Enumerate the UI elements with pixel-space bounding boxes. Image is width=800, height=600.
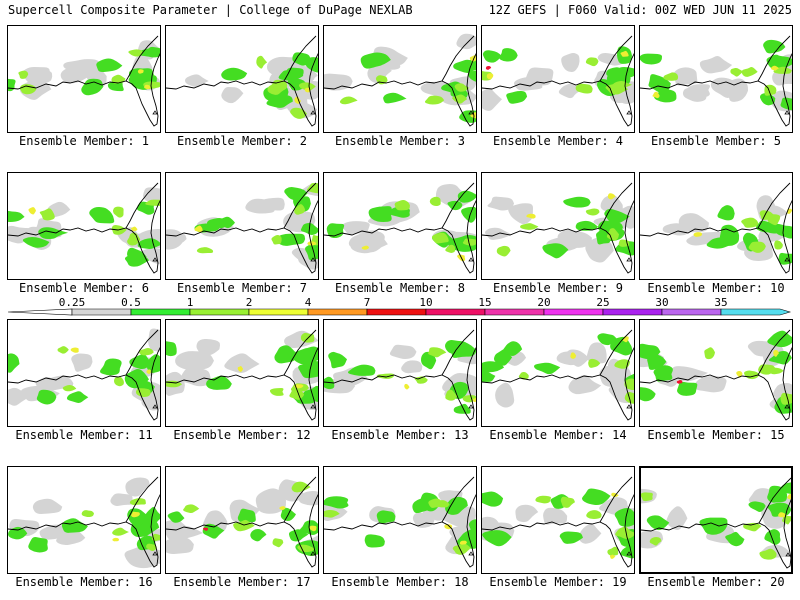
map-field — [324, 182, 476, 274]
colorbar-segment — [366, 308, 427, 316]
ensemble-map-panel — [323, 172, 477, 280]
ensemble-map-panel — [481, 172, 635, 280]
colorbar-tick-label: 30 — [655, 296, 668, 309]
ensemble-map-panel — [165, 466, 319, 574]
colorbar-segment — [425, 308, 486, 316]
ensemble-map-panel — [165, 172, 319, 280]
map-field — [324, 329, 476, 421]
map-field — [482, 35, 634, 127]
colorbar-tick-label: 2 — [246, 296, 253, 309]
map-field — [482, 476, 634, 568]
ensemble-map-panel — [639, 319, 793, 427]
map-field — [640, 35, 792, 127]
ensemble-map-panel — [7, 172, 161, 280]
map-field — [8, 476, 160, 569]
map-field — [482, 182, 634, 274]
colorbar-segment — [484, 308, 545, 316]
ensemble-member-label: Ensemble Member: 3 — [334, 134, 466, 148]
ensemble-map-panel — [165, 25, 319, 133]
colorbar-segment — [189, 308, 250, 316]
colorbar-left-arrow — [7, 308, 73, 316]
ensemble-member-label: Ensemble Member: 19 — [489, 575, 627, 589]
map-field — [166, 329, 318, 421]
colorbar-segment — [661, 308, 722, 316]
colorbar-tick-label: 0.25 — [59, 296, 86, 309]
ensemble-member-label: Ensemble Member: 6 — [18, 281, 150, 295]
ensemble-member-label: Ensemble Member: 14 — [489, 428, 627, 442]
ensemble-map-panel — [165, 319, 319, 427]
map-field — [324, 476, 476, 568]
color-scale-bar: 0.25 0.5 1 2 4 7 10 15 20 25 30 35 — [7, 296, 792, 316]
colorbar-tick-label: 7 — [364, 296, 371, 309]
ensemble-map-panel — [7, 466, 161, 574]
ensemble-member-label: Ensemble Member: 5 — [650, 134, 782, 148]
colorbar-tick-label: 15 — [478, 296, 491, 309]
colorbar-tick-label: 25 — [596, 296, 609, 309]
colorbar-segment — [720, 308, 792, 316]
ensemble-map-panel — [481, 25, 635, 133]
ensemble-map-panel — [481, 319, 635, 427]
ensemble-member-label: Ensemble Member: 1 — [18, 134, 150, 148]
ensemble-map-panel — [481, 466, 635, 574]
map-field — [640, 329, 792, 421]
ensemble-member-label: Ensemble Member: 9 — [492, 281, 624, 295]
colorbar-segment — [248, 308, 309, 316]
colorbar-tick-label: 4 — [305, 296, 312, 309]
map-field — [166, 476, 318, 568]
ensemble-map-panel — [7, 319, 161, 427]
ensemble-map-panel — [323, 466, 477, 574]
map-field — [8, 35, 160, 127]
ensemble-member-label: Ensemble Member: 18 — [331, 575, 469, 589]
ensemble-member-label: Ensemble Member: 10 — [647, 281, 785, 295]
map-field — [166, 182, 318, 274]
run-valid-time: 12Z GEFS | F060 Valid: 00Z WED JUN 11 20… — [488, 3, 792, 17]
colorbar-tick-label: 20 — [537, 296, 550, 309]
ensemble-member-label: Ensemble Member: 12 — [173, 428, 311, 442]
ensemble-member-label: Ensemble Member: 4 — [492, 134, 624, 148]
ensemble-member-label: Ensemble Member: 8 — [334, 281, 466, 295]
colorbar-segment — [602, 308, 663, 316]
ensemble-member-label: Ensemble Member: 2 — [176, 134, 308, 148]
ensemble-map-panel — [7, 25, 161, 133]
map-field — [324, 33, 476, 127]
colorbar-tick-label: 10 — [419, 296, 432, 309]
map-field — [8, 182, 160, 274]
map-field — [166, 35, 318, 127]
colorbar-tick-label: 0.5 — [121, 296, 141, 309]
ensemble-map-panel — [639, 172, 793, 280]
ensemble-member-label: Ensemble Member: 20 — [647, 575, 785, 589]
map-field — [482, 329, 634, 421]
map-field — [641, 477, 791, 569]
colorbar-segment — [543, 308, 604, 316]
ensemble-member-label: Ensemble Member: 15 — [647, 428, 785, 442]
ensemble-member-label: Ensemble Member: 16 — [15, 575, 153, 589]
map-field — [8, 328, 160, 421]
ensemble-map-panel — [323, 319, 477, 427]
map-field — [640, 182, 792, 274]
ensemble-member-label: Ensemble Member: 17 — [173, 575, 311, 589]
colorbar-tick-label: 1 — [187, 296, 194, 309]
colorbar-tick-label: 35 — [714, 296, 727, 309]
ensemble-member-label: Ensemble Member: 11 — [15, 428, 153, 442]
colorbar-segment — [130, 308, 191, 316]
ensemble-map-panel — [639, 466, 793, 574]
ensemble-member-label: Ensemble Member: 13 — [331, 428, 469, 442]
colorbar-segment — [307, 308, 368, 316]
map-title: Supercell Composite Parameter | College … — [8, 3, 413, 17]
ensemble-member-label: Ensemble Member: 7 — [176, 281, 308, 295]
ensemble-map-panel — [323, 25, 477, 133]
colorbar-segment — [71, 308, 132, 316]
ensemble-map-panel — [639, 25, 793, 133]
